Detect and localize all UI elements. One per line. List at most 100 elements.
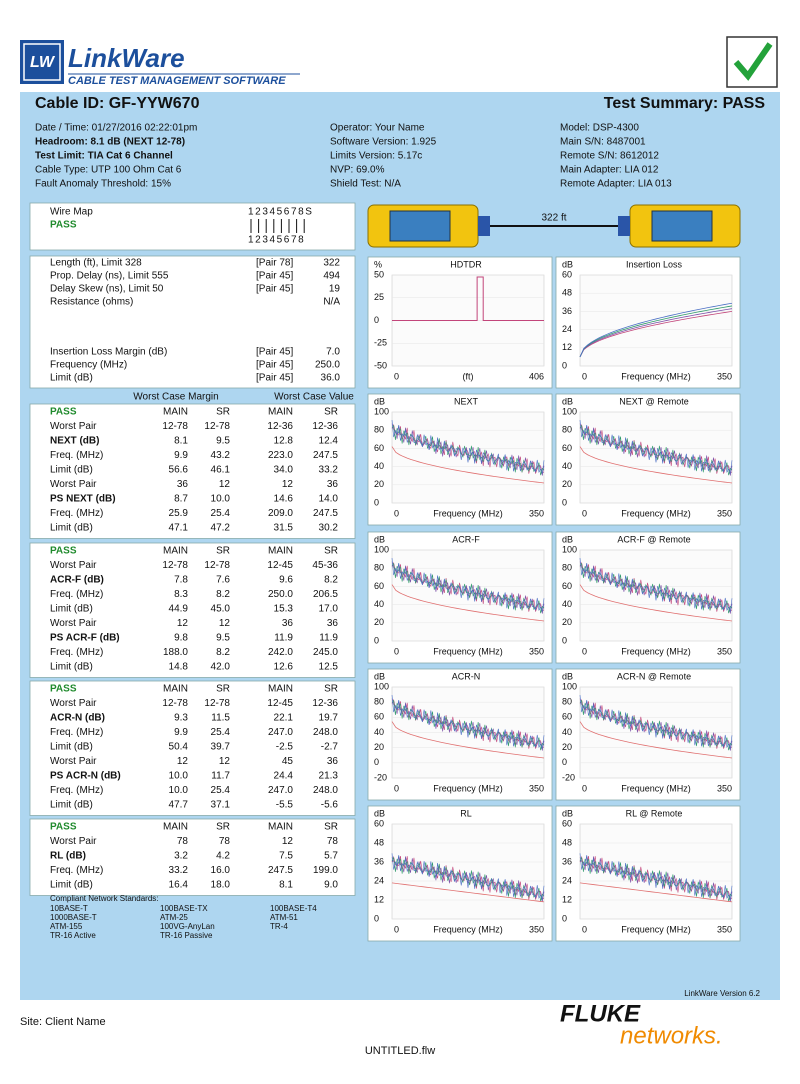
y-tick-label: -20	[562, 772, 575, 782]
trace	[579, 856, 733, 902]
y-tick-label: 25	[374, 292, 384, 302]
info-line: Fault Anomaly Threshold: 15%	[35, 179, 171, 190]
y-tick-label: 20	[562, 742, 572, 752]
y-tick-label: 80	[562, 425, 572, 435]
result-cell: 12	[219, 618, 231, 629]
result-cell: 78	[177, 836, 189, 847]
result-cell: 9.3	[174, 713, 188, 724]
result-cell: SR	[324, 822, 338, 833]
result-cell: 10.0	[169, 771, 189, 782]
panel	[29, 403, 356, 539]
result-cell: 31.5	[274, 523, 294, 534]
panel	[29, 818, 356, 896]
y-tick-label: 80	[374, 697, 384, 707]
result-cell: MAIN	[268, 546, 293, 557]
y-tick-label: 36	[374, 856, 384, 866]
result-label: Limit (dB)	[50, 604, 93, 615]
result-cell: 24.4	[274, 771, 294, 782]
graph-title: ACR-F @ Remote	[617, 534, 690, 544]
result-cell: 247.5	[268, 865, 293, 876]
result-label: Worst Pair	[50, 698, 97, 709]
measure-pair: [Pair 45]	[256, 284, 293, 295]
trace	[391, 558, 545, 612]
result-label: PASS	[50, 822, 77, 833]
result-label: Freq. (MHz)	[50, 865, 103, 876]
test-summary: Test Summary: PASS	[604, 95, 766, 112]
y-tick-label: 0	[374, 315, 379, 325]
x-tick-label: 0	[582, 508, 587, 518]
measure-pair: [Pair 45]	[256, 360, 293, 371]
y-tick-label: 36	[562, 856, 572, 866]
result-cell: 9.8	[174, 633, 188, 644]
measure-pair: [Pair 45]	[256, 373, 293, 384]
result-cell: 16.4	[169, 880, 189, 891]
y-tick-label: -25	[374, 338, 387, 348]
result-label: Worst Pair	[50, 421, 97, 432]
y-tick-label: 12	[562, 342, 572, 352]
result-cell: 247.5	[313, 508, 338, 519]
result-cell: 12.8	[274, 436, 294, 447]
trace	[391, 424, 545, 476]
result-label: Limit (dB)	[50, 523, 93, 534]
result-cell: 43.2	[211, 450, 231, 461]
x-tick-label: 350	[717, 924, 732, 934]
result-cell: 12.4	[319, 436, 339, 447]
y-tick-label: 24	[562, 875, 572, 885]
x-tick-label: 350	[529, 783, 544, 793]
y-tick-label: 40	[374, 599, 384, 609]
x-axis-label: (ft)	[463, 371, 474, 381]
result-cell: 14.0	[319, 494, 339, 505]
result-label: Worst Pair	[50, 479, 97, 490]
result-cell: 18.0	[211, 880, 231, 891]
graph-title: RL @ Remote	[626, 808, 683, 818]
result-label: ACR-N (dB)	[50, 713, 105, 724]
x-tick-label: 0	[582, 646, 587, 656]
x-tick-label: 350	[529, 924, 544, 934]
result-cell: 242.0	[268, 647, 293, 658]
result-label: PS ACR-F (dB)	[50, 633, 120, 644]
result-cell: 14.8	[169, 662, 189, 673]
y-tick-label: 60	[562, 581, 572, 591]
trace	[391, 695, 545, 749]
result-label: Limit (dB)	[50, 662, 93, 673]
y-tick-label: 50	[374, 269, 384, 279]
result-label: Worst Pair	[50, 836, 97, 847]
result-cell: 12-45	[267, 698, 293, 709]
measure-value: 494	[323, 271, 340, 282]
result-cell: 12-78	[162, 560, 188, 571]
measure-value: 7.0	[326, 347, 340, 358]
result-cell: 46.1	[211, 465, 231, 476]
result-cell: 12-36	[267, 421, 293, 432]
result-label: Worst Pair	[50, 560, 97, 571]
info-line: Cable Type: UTP 100 Ohm Cat 6	[35, 165, 182, 176]
plot-area	[579, 823, 733, 920]
x-tick-label: 350	[529, 646, 544, 656]
graph-unit: dB	[374, 671, 385, 681]
result-label: Limit (dB)	[50, 800, 93, 811]
result-cell: 12.6	[274, 662, 294, 673]
result-cell: 247.5	[313, 450, 338, 461]
result-cell: 9.9	[174, 450, 188, 461]
x-tick-label: 0	[394, 371, 399, 381]
result-cell: 56.6	[169, 465, 189, 476]
logo-text: LW	[30, 54, 56, 71]
result-cell: 25.4	[211, 508, 231, 519]
result-cell: 8.2	[216, 647, 230, 658]
standard: 100VG-AnyLan	[160, 922, 215, 931]
trace	[579, 698, 733, 751]
y-tick-label: 20	[562, 617, 572, 627]
y-tick-label: 80	[562, 563, 572, 573]
graph-title: ACR-F	[452, 534, 480, 544]
x-axis-label: Frequency (MHz)	[621, 924, 691, 934]
result-cell: 8.2	[324, 575, 338, 586]
y-tick-label: 36	[562, 306, 572, 316]
result-cell: 8.7	[174, 494, 188, 505]
pass-check	[733, 42, 773, 81]
x-tick-label: 350	[717, 646, 732, 656]
worst-case-header: Worst Case Value	[274, 392, 354, 403]
y-tick-label: 60	[374, 712, 384, 722]
trace	[391, 420, 545, 474]
graph-title: ACR-N @ Remote	[617, 671, 691, 681]
result-cell: 42.0	[211, 662, 231, 673]
